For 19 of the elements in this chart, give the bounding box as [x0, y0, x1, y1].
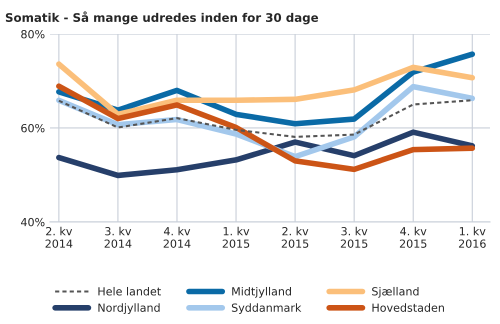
x-tick-label: 3. kv 2014 — [104, 226, 132, 248]
legend-label: Sjælland — [372, 286, 419, 298]
y-tick-label: 80% — [21, 30, 45, 38]
x-tick-label: 2. kv 2015 — [282, 226, 308, 248]
y-tick-label: 40% — [20, 218, 45, 226]
x-tick-label: 2. kv 2014 — [46, 226, 72, 248]
x-tick-label: 4. kv 2015 — [400, 226, 426, 248]
legend-label: Nordjylland — [98, 303, 160, 314]
x-tick-label: 1. kv 2016 — [458, 226, 486, 248]
x-tick-label: 1. kv 2015 — [222, 226, 250, 248]
line-series — [58, 99, 474, 138]
legend-label: Hele landet — [98, 286, 161, 296]
x-tick-label: 3. kv 2015 — [340, 226, 368, 248]
legend-label: Midtjylland — [232, 286, 291, 298]
x-tick-label: 4. kv 2014 — [164, 226, 190, 248]
y-tick-label: 60% — [21, 124, 45, 132]
chart-title: Somatik - Så mange udredes inden for 30 dage — [6, 11, 318, 24]
legend-label: Syddanmark — [232, 303, 302, 314]
legend-label: Hovedstaden — [372, 303, 444, 312]
